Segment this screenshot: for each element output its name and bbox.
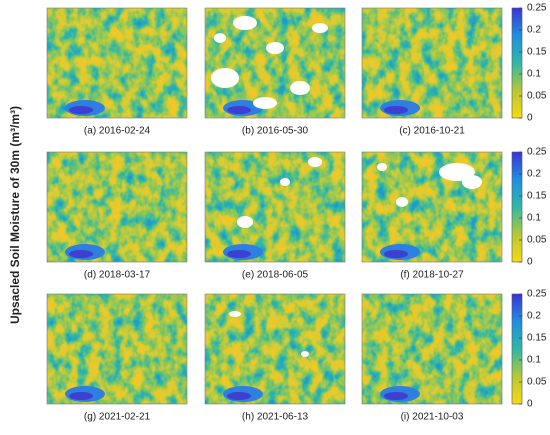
map-border — [204, 151, 346, 263]
map-texture — [205, 152, 345, 262]
colorbar-tick-label: 0.2 — [527, 311, 541, 322]
lake — [384, 392, 408, 400]
map-border — [361, 151, 503, 263]
map-texture — [205, 294, 345, 404]
no-data-patch — [214, 33, 226, 43]
map-panel: (a) 2016-02-24 — [46, 7, 188, 137]
map-border — [204, 293, 346, 405]
map-panel: (g) 2021-02-21 — [46, 293, 188, 423]
colorbar-tick-label: 0.05 — [527, 235, 547, 246]
no-data-patch — [301, 351, 309, 357]
map-border — [46, 7, 188, 119]
map-border — [204, 7, 346, 119]
no-data-patch — [290, 81, 310, 95]
map-texture — [362, 152, 502, 262]
map-texture — [47, 294, 187, 404]
map-border — [46, 293, 188, 405]
panel-caption: (g) 2021-02-21 — [84, 412, 151, 423]
y-axis-label: Upsacled Soil Moisture of 30m (m³/m³) — [8, 106, 22, 324]
no-data-patch — [462, 175, 482, 189]
map-border — [361, 293, 503, 405]
colorbar-tick-label: 0.15 — [527, 191, 547, 202]
colorbar-tick-label: 0.2 — [527, 25, 541, 36]
colorbar: 0 0.05 0.1 0.15 0.2 0.25 — [511, 3, 547, 124]
lake — [69, 106, 93, 114]
lake — [69, 250, 93, 258]
map-panel: (i) 2021-10-03 — [361, 293, 503, 423]
lake — [227, 250, 251, 258]
no-data-patch — [377, 163, 387, 171]
map-panel: (e) 2018-06-05 — [204, 151, 346, 281]
map-border — [361, 7, 503, 119]
panel-caption: (e) 2018-06-05 — [242, 270, 309, 281]
colorbar-tick-label: 0.1 — [527, 69, 541, 80]
colorbar-tick-label: 0 — [527, 113, 533, 124]
colorbar-tick-label: 0 — [527, 257, 533, 268]
map-texture — [47, 8, 187, 118]
map-border — [46, 151, 188, 263]
lake — [384, 106, 408, 114]
map-panel: (b) 2016-05-30 — [204, 7, 346, 137]
map-texture — [362, 8, 502, 118]
panel-caption: (i) 2021-10-03 — [401, 412, 464, 423]
no-data-patch — [266, 42, 284, 54]
colorbar-tick-label: 0 — [527, 399, 533, 410]
colorbar-gradient — [511, 151, 523, 263]
panel-caption: (a) 2016-02-24 — [84, 126, 151, 137]
map-panel: (c) 2016-10-21 — [361, 7, 503, 137]
colorbar-gradient — [511, 293, 523, 405]
colorbar-tick-label: 0.15 — [527, 47, 547, 58]
colorbar: 0 0.05 0.1 0.15 0.2 0.25 — [511, 147, 547, 268]
colorbar-tick-label: 0.25 — [527, 3, 547, 14]
colorbar-tick-label: 0.25 — [527, 147, 547, 158]
no-data-patch — [253, 97, 277, 109]
map-panel: (d) 2018-03-17 — [46, 151, 188, 281]
panel-caption: (h) 2021-06-13 — [242, 412, 309, 423]
map-panel: (h) 2021-06-13 — [204, 293, 346, 423]
colorbar-tick-label: 0.1 — [527, 213, 541, 224]
panel-caption: (c) 2016-10-21 — [399, 126, 465, 137]
colorbar-gradient — [511, 7, 523, 119]
map-texture — [47, 152, 187, 262]
panel-caption: (f) 2018-10-27 — [400, 270, 464, 281]
colorbar-tick-label: 0.05 — [527, 91, 547, 102]
no-data-patch — [312, 23, 328, 33]
lake — [69, 392, 93, 400]
colorbar-tick-label: 0.1 — [527, 355, 541, 366]
colorbar: 0 0.05 0.1 0.15 0.2 0.25 — [511, 289, 547, 410]
no-data-patch — [229, 311, 241, 317]
colorbar-tick-label: 0.25 — [527, 289, 547, 300]
lake — [384, 250, 408, 258]
colorbar-tick-label: 0.2 — [527, 169, 541, 180]
panel-caption: (b) 2016-05-30 — [242, 126, 309, 137]
colorbar-tick-label: 0.15 — [527, 333, 547, 344]
lake — [227, 106, 251, 114]
no-data-patch — [211, 68, 239, 88]
no-data-patch — [308, 157, 322, 167]
no-data-patch — [237, 216, 253, 228]
no-data-patch — [233, 16, 257, 30]
lake — [227, 392, 251, 400]
no-data-patch — [396, 197, 408, 207]
no-data-patch — [280, 178, 290, 186]
panel-caption: (d) 2018-03-17 — [84, 270, 151, 281]
map-texture — [362, 294, 502, 404]
map-panel: (f) 2018-10-27 — [361, 151, 503, 281]
colorbar-tick-label: 0.05 — [527, 377, 547, 388]
